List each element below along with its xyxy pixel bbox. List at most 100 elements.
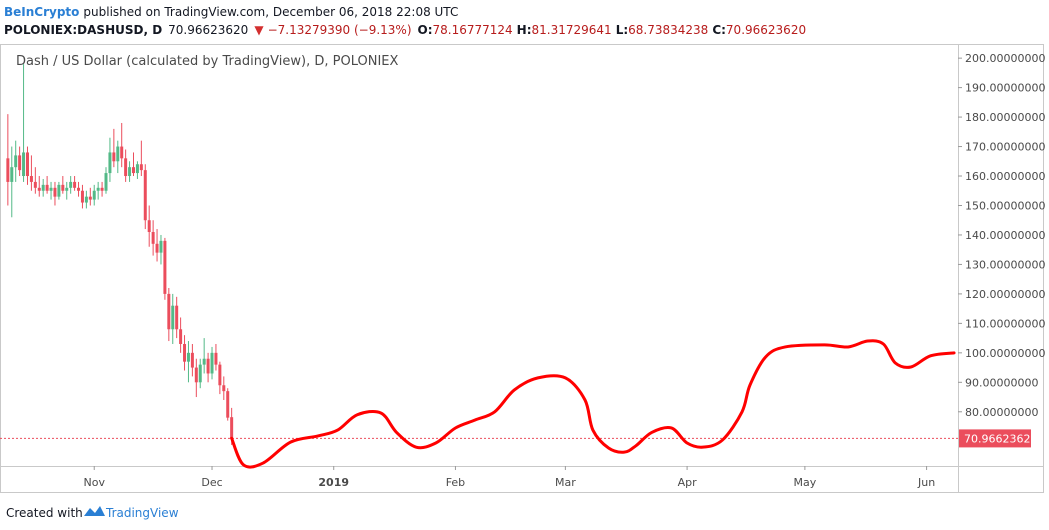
published: published on TradingView.com, December 0… xyxy=(83,5,458,19)
candle-body xyxy=(159,240,163,253)
candle-body xyxy=(29,176,33,182)
candle-body xyxy=(124,158,128,177)
symbol-line: POLONIEX:DASHUSD, D 70.96623620 ▼ −7.132793… xyxy=(4,23,806,37)
candle-body xyxy=(128,167,132,177)
candle-body xyxy=(206,358,210,374)
open-value: 78.16777124 xyxy=(433,23,513,37)
drawn-curve xyxy=(230,339,956,469)
x-tick-label: Dec xyxy=(201,476,222,489)
candle-body xyxy=(135,164,139,174)
candle-body xyxy=(222,385,226,392)
down-arrow: ▼ xyxy=(254,23,264,37)
candle-body xyxy=(25,152,29,177)
candle-body xyxy=(65,187,69,191)
candle-body xyxy=(37,187,41,191)
candle-body xyxy=(167,293,171,330)
candle-body xyxy=(226,391,230,418)
candle-body xyxy=(183,343,187,362)
y-tick-label: 170.00000000 xyxy=(965,141,1045,154)
y-tick-label: 120.00000000 xyxy=(965,288,1045,301)
candle-body xyxy=(186,352,190,362)
close-value: 70.96623620 xyxy=(726,23,806,37)
candle-body xyxy=(131,167,135,174)
candle-body xyxy=(88,196,92,200)
x-tick-label: Mar xyxy=(555,476,576,489)
candle-body xyxy=(202,358,206,365)
candle-body xyxy=(57,184,61,197)
y-tick-label: 150.00000000 xyxy=(965,199,1045,212)
candle-body xyxy=(77,187,81,191)
candle-body xyxy=(198,364,202,383)
candle-body xyxy=(10,167,14,182)
candle-body xyxy=(22,152,26,177)
y-tick-label: 100.00000000 xyxy=(965,347,1045,360)
candle-body xyxy=(179,329,183,344)
candle-body xyxy=(108,152,112,174)
x-tick-label: 2019 xyxy=(318,476,349,489)
candle-body xyxy=(14,155,18,168)
y-tick-label: 180.00000000 xyxy=(965,111,1045,124)
last-price: 70.96623620 xyxy=(168,23,248,37)
low-value: 68.73834238 xyxy=(628,23,708,37)
brand[interactable]: BeInCrypto xyxy=(4,5,79,19)
candle-body xyxy=(41,184,45,191)
candle-body xyxy=(139,164,143,171)
x-tick-label: Jun xyxy=(917,476,935,489)
close-label: C: xyxy=(712,23,726,37)
candle-body xyxy=(190,352,194,368)
y-tick-label: 80.00000000 xyxy=(965,406,1038,419)
high-label: H: xyxy=(517,23,532,37)
candle-body xyxy=(112,152,116,162)
candle-body xyxy=(53,187,57,197)
price-tag-label: 70.96623620 xyxy=(964,432,1037,445)
candle-body xyxy=(104,173,108,191)
candle-body xyxy=(116,146,120,162)
candle-body xyxy=(120,146,124,159)
candle-body xyxy=(73,181,77,188)
candle-body xyxy=(151,232,155,244)
price-tag xyxy=(959,429,1031,448)
candle-body xyxy=(155,243,159,253)
y-tick-label: 110.00000000 xyxy=(965,317,1045,330)
y-tick-label: 130.00000000 xyxy=(965,258,1045,271)
candle-body xyxy=(218,364,222,386)
x-tick-label: Feb xyxy=(446,476,465,489)
logo-icon[interactable] xyxy=(84,506,105,516)
candle-body xyxy=(143,170,147,221)
symbol: POLONIEX:DASHUSD, D xyxy=(4,23,162,37)
logo-text[interactable]: TradingView xyxy=(105,506,179,520)
header-line: BeInCrypto published on TradingView.com, … xyxy=(4,5,458,19)
candle-body xyxy=(92,190,96,200)
y-tick-label: 160.00000000 xyxy=(965,170,1045,183)
candle-body xyxy=(49,187,53,191)
x-tick-label: May xyxy=(794,476,817,489)
candle-body xyxy=(33,181,37,188)
chart-title: Dash / US Dollar (calculated by TradingV… xyxy=(16,54,398,69)
candle-body xyxy=(84,196,88,203)
candle-body xyxy=(214,352,218,365)
candle-body xyxy=(45,184,49,191)
y-tick-label: 90.00000000 xyxy=(965,376,1038,389)
low-label: L: xyxy=(616,23,628,37)
candle-body xyxy=(100,187,104,191)
change: −7.13279390 (−9.13%) xyxy=(268,23,412,37)
x-tick-label: Nov xyxy=(83,476,105,489)
candle-body xyxy=(163,240,167,294)
y-tick-label: 200.00000000 xyxy=(965,52,1045,65)
candle-body xyxy=(230,417,234,439)
y-tick-label: 190.00000000 xyxy=(965,82,1045,95)
open-label: O: xyxy=(418,23,433,37)
candle-body xyxy=(171,305,175,330)
created-with: Created with xyxy=(6,506,83,520)
high-value: 81.31729641 xyxy=(532,23,612,37)
candle-body xyxy=(61,184,65,191)
candle-body xyxy=(210,352,214,374)
chart-frame xyxy=(0,44,1044,493)
candle-body xyxy=(80,190,84,203)
candle-body xyxy=(194,367,198,383)
candle-body xyxy=(69,181,73,188)
x-tick-label: Apr xyxy=(678,476,698,489)
y-tick-label: 140.00000000 xyxy=(965,229,1045,242)
